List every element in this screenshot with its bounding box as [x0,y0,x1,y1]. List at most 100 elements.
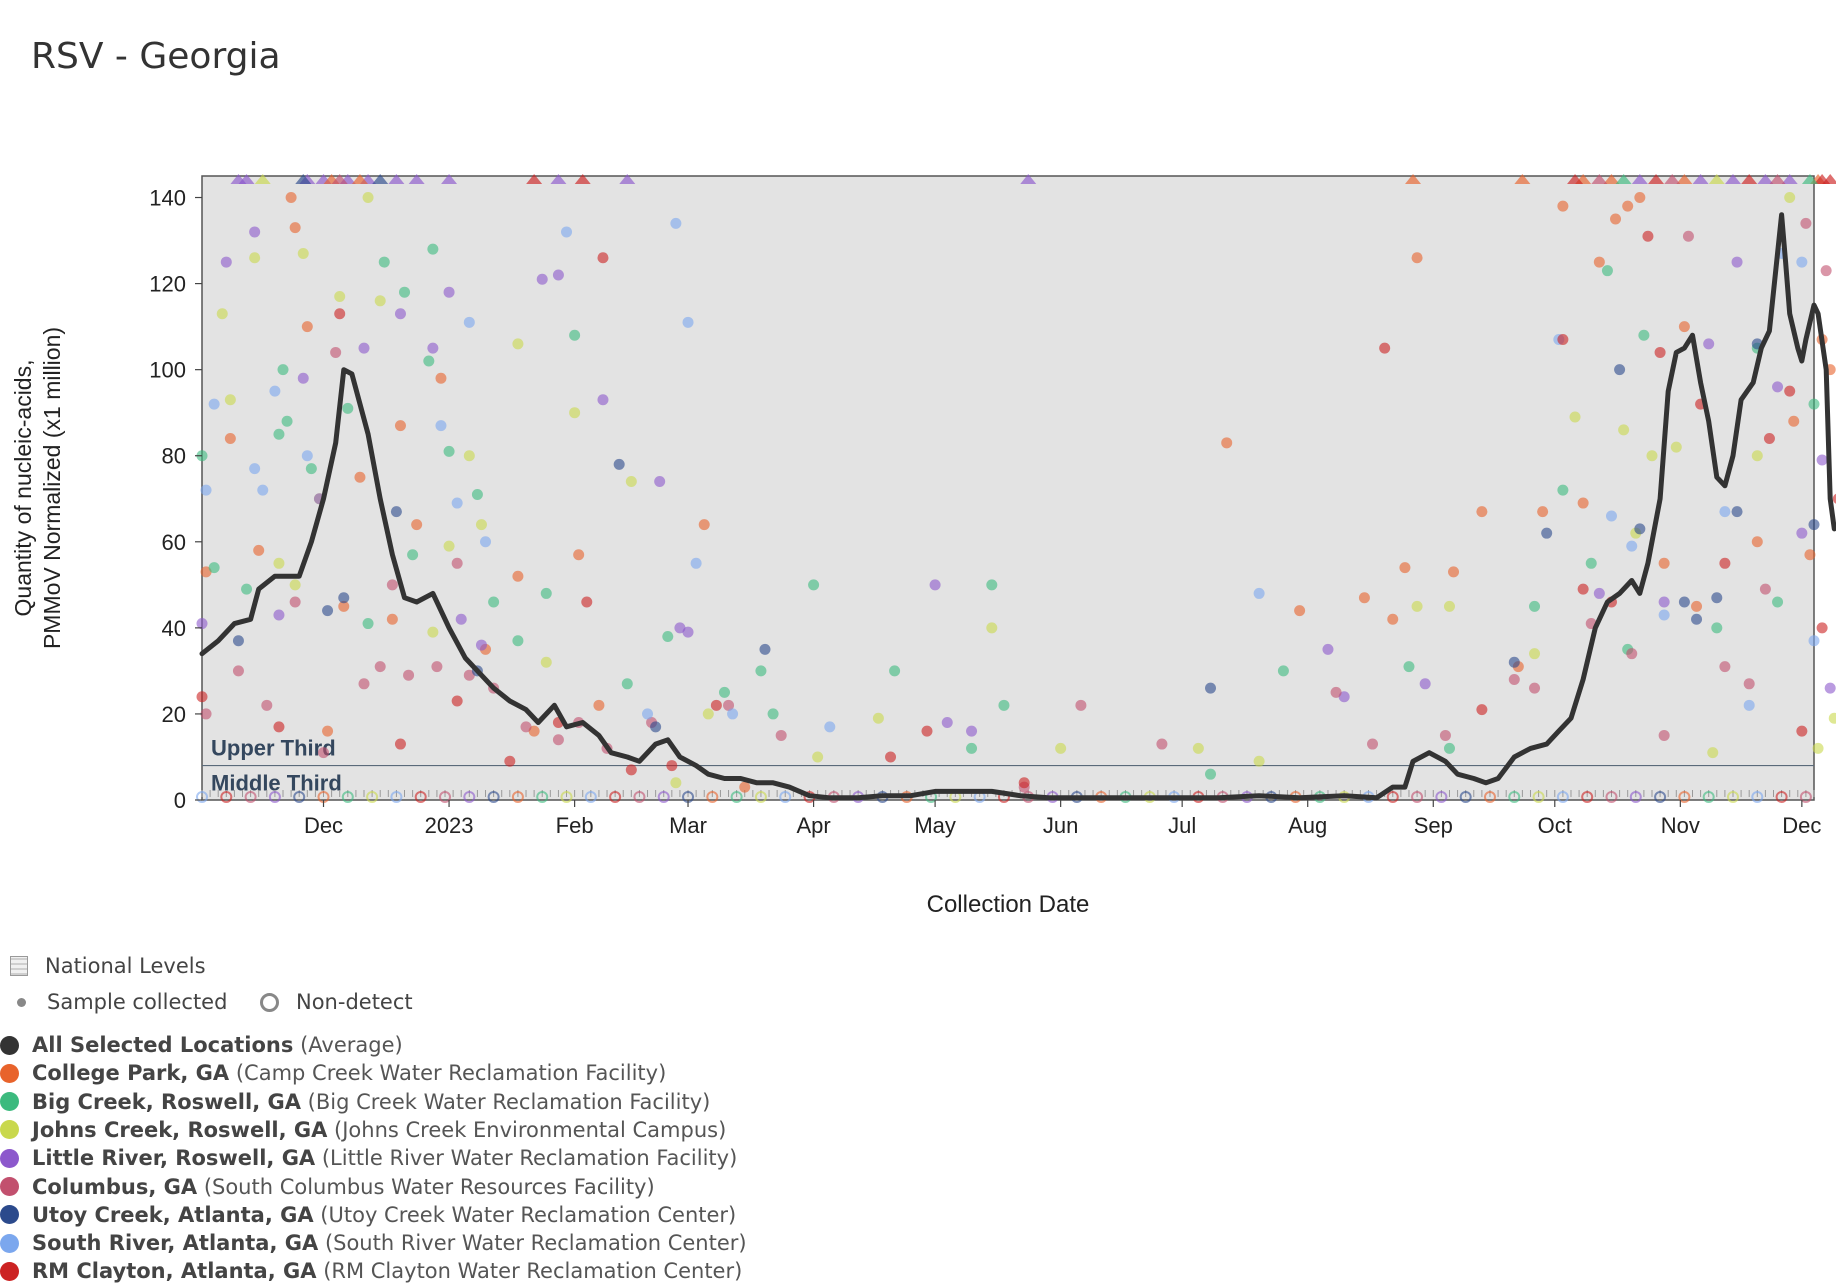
sample-point [338,600,350,612]
y-tick-label: 20 [162,702,186,727]
legend-location-detail: (South River Water Reclamation Center) [318,1231,747,1256]
sample-point [1537,506,1549,518]
above-range-marker [331,174,348,184]
sample-point [613,458,625,470]
sample-point [297,372,309,384]
sample-point [305,463,317,475]
sample-point [200,566,212,578]
sample-point [1646,450,1658,462]
x-axis-label: Collection Date [927,891,1090,918]
sample-point [986,579,998,591]
sample-point [1703,338,1715,350]
legend-item-all-selected-locations[interactable]: All Selected Locations (Average) [0,1033,403,1057]
x-tick-label: Jul [1168,813,1196,838]
sample-point [1751,536,1763,548]
sample-point [1569,411,1581,423]
y-tick-label: 60 [162,530,186,555]
sample-point [249,226,261,238]
sample-point [1508,656,1520,668]
legend-item-columbus-ga[interactable]: Columbus, GA (South Columbus Water Resou… [0,1175,655,1199]
y-axis-label-line-1: Quantity of nucleic-acids, [10,360,36,617]
sample-point [394,738,406,750]
non-detect-marker [536,791,549,803]
legend-location-name: Utoy Creek, Atlanta, GA [32,1202,314,1227]
sample-point [200,484,212,496]
legend-sample-collected: Sample collected [10,990,227,1014]
sample-point [1626,540,1638,552]
sample-point [334,308,346,320]
legend-color-swatch [0,1120,19,1140]
sample-point [690,557,702,569]
non-detect-marker [293,791,306,803]
above-range-marker [1615,174,1632,184]
sample-point [1816,622,1828,634]
sample-point [285,192,297,204]
sample-point [767,708,779,720]
sample-point [1642,230,1654,242]
sample-point [220,256,232,268]
non-detect-marker [657,791,670,803]
sample-point [261,699,273,711]
non-detect-marker [779,791,792,803]
non-detect-marker [633,791,646,803]
sample-point [423,355,435,367]
sample-point [1820,265,1832,277]
above-range-marker [1822,174,1836,184]
sample-point [443,445,455,457]
sample-point [241,583,253,595]
legend-item-utoy-creek-atlanta-ga[interactable]: Utoy Creek, Atlanta, GA (Utoy Creek Wate… [0,1203,736,1227]
legend-location-name: South River, Atlanta, GA [32,1231,319,1256]
series-college-park-ga [200,192,1836,793]
sample-point [569,407,581,419]
sample-point [1658,557,1670,569]
sample-point [301,321,313,333]
legend-item-college-park-ga[interactable]: College Park, GA (Camp Creek Water Recla… [0,1061,666,1085]
non-detect-marker [244,791,257,803]
sample-point [986,622,998,634]
above-range-marker [1514,174,1531,184]
above-range-marker [295,174,312,184]
y-tick-label: 140 [149,186,186,211]
non-detect-marker [706,791,719,803]
sample-point [642,708,654,720]
sample-point [625,764,637,776]
legend-item-johns-creek-roswell-ga[interactable]: Johns Creek, Roswell, GA (Johns Creek En… [0,1118,726,1142]
sample-point [451,497,463,509]
sample-collected-icon [17,997,26,1007]
legend-item-rm-clayton-atlanta-ga[interactable]: RM Clayton, Atlanta, GA (RM Clayton Wate… [0,1259,742,1283]
sample-point [394,308,406,320]
sample-point [1622,200,1634,212]
sample-point [824,721,836,733]
sample-point [1626,648,1638,660]
legend-item-south-river-atlanta-ga[interactable]: South River, Atlanta, GA (South River Wa… [0,1231,747,1255]
series-big-creek-roswell-ga [196,243,1820,780]
sample-point [358,678,370,690]
legend-item-big-creek-roswell-ga[interactable]: Big Creek, Roswell, GA (Big Creek Water … [0,1090,710,1114]
sample-point [362,192,374,204]
legend-color-swatch [0,1092,19,1112]
sample-point [253,544,265,556]
sample-point [710,699,722,711]
sample-point [1593,256,1605,268]
sample-point [1253,587,1265,599]
sample-point [593,699,605,711]
series-little-river-roswell-ga [196,226,1836,737]
sample-point [1338,691,1350,703]
legend-item-little-river-roswell-ga[interactable]: Little River, Roswell, GA (Little River … [0,1146,737,1170]
sample-point [378,256,390,268]
above-range-marker [372,174,389,184]
above-range-marker [1648,174,1665,184]
non-detect-marker [341,791,354,803]
sample-point [471,488,483,500]
sample-point [1529,648,1541,660]
x-tick-label: Oct [1538,813,1572,838]
sample-point [1711,592,1723,604]
legend-location-detail: (Utoy Creek Water Reclamation Center) [313,1202,737,1227]
above-range-marker [1603,174,1620,184]
legend-national-levels[interactable]: National Levels [10,954,206,978]
sample-point [621,678,633,690]
legend-color-swatch [0,1205,19,1225]
sample-points-layer [196,192,1836,793]
sample-point [597,394,609,406]
sample-point [718,686,730,698]
